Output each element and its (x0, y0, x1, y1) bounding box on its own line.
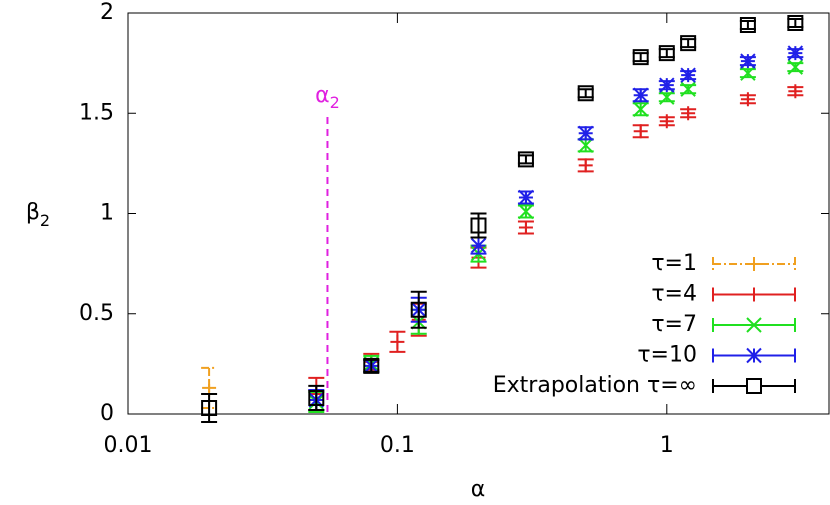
marker (787, 45, 804, 61)
marker (518, 189, 534, 206)
marker (788, 84, 803, 99)
error-bar (787, 18, 804, 29)
marker (739, 17, 756, 34)
marker (680, 35, 697, 52)
legend-marker (746, 378, 762, 394)
marker (470, 217, 487, 234)
legend-label: τ=1 (651, 251, 697, 276)
marker (633, 124, 648, 139)
marker (577, 137, 594, 154)
marker (518, 220, 533, 235)
marker (659, 89, 675, 105)
y-tick-label: 0 (100, 401, 114, 426)
marker (632, 49, 649, 66)
y-tick-label: 0.5 (79, 301, 114, 326)
marker (787, 59, 804, 75)
legend-marker (746, 347, 762, 364)
error-bar (410, 290, 427, 329)
x-tick-label: 0.1 (380, 433, 415, 458)
marker (578, 158, 593, 173)
marker (577, 85, 594, 102)
marker (410, 301, 427, 318)
legend-label: τ=7 (651, 312, 697, 337)
marker (470, 237, 487, 254)
legend-label: τ=10 (637, 343, 697, 368)
marker (632, 87, 649, 103)
annotation-label: α2 (315, 83, 340, 112)
error-bar (308, 384, 325, 411)
legend-label: τ=4 (651, 282, 697, 307)
marker (363, 357, 380, 374)
legend-sample (712, 257, 796, 271)
legend-label: Extrapolation τ=∞ (493, 373, 697, 398)
error-bar (201, 392, 218, 424)
annotation-sub: 2 (330, 93, 340, 112)
marker (740, 65, 756, 81)
error-bar (632, 52, 649, 63)
annotation-text: α (315, 83, 330, 108)
marker (658, 45, 675, 62)
marker (632, 101, 649, 117)
marker (680, 81, 696, 97)
x-tick-label: 0.01 (104, 433, 153, 458)
error-bar (680, 38, 697, 49)
marker (680, 67, 696, 83)
marker (740, 53, 756, 69)
x-axis-label: α (471, 477, 486, 501)
error-bar (658, 48, 675, 59)
error-bar (739, 20, 756, 31)
marker (659, 77, 675, 93)
error-bar (470, 212, 487, 239)
y-axis-label: β2 (26, 200, 50, 230)
error-bar (517, 154, 534, 165)
x-tick-label: 1 (660, 433, 674, 458)
y-tick-label: 1.5 (79, 100, 114, 125)
marker (787, 15, 804, 32)
legend-marker (746, 317, 762, 333)
marker (681, 106, 696, 121)
marker (202, 380, 217, 395)
marker (659, 114, 674, 129)
marker (308, 389, 325, 406)
y-tick-label: 1 (100, 201, 114, 226)
marker (517, 151, 534, 168)
marker (390, 334, 405, 349)
legend-marker (747, 287, 761, 302)
y-tick-label: 2 (100, 0, 114, 25)
marker (518, 203, 534, 220)
marker (577, 125, 594, 142)
marker (201, 399, 218, 416)
y-axis-label-main: β (26, 200, 40, 225)
marker (740, 92, 755, 107)
y-axis-label-sub: 2 (40, 211, 50, 230)
legend-marker (747, 257, 761, 271)
error-bar (577, 88, 594, 99)
